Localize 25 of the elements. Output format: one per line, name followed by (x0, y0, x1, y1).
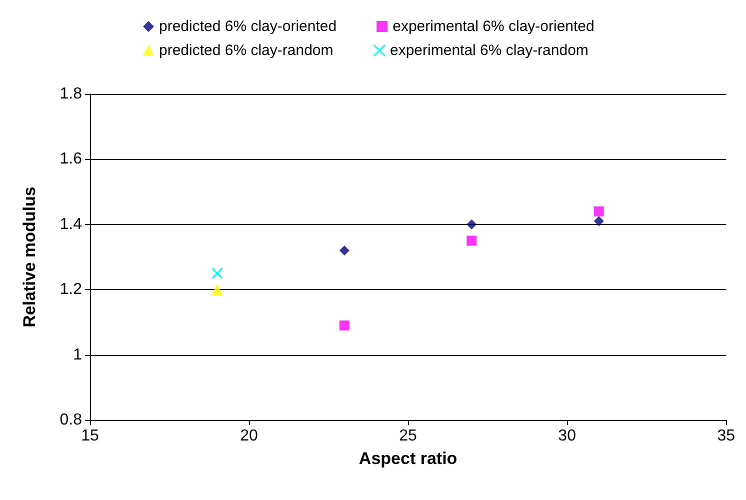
legend-label: predicted 6% clay-oriented (159, 18, 337, 35)
y-tick-label: 1.2 (60, 281, 82, 298)
x-tick-label: 20 (240, 428, 258, 444)
y-tick-label: 1.4 (60, 216, 82, 233)
y-tick-label: 1.8 (60, 86, 82, 102)
x-tick-label: 30 (558, 428, 576, 444)
legend-label: predicted 6% clay-random (159, 42, 334, 59)
y-tick-label: 0.8 (60, 412, 82, 428)
point (339, 245, 350, 256)
point (211, 268, 223, 280)
y-axis-title: Relative modulus (20, 186, 39, 328)
x-tick-label: 35 (717, 428, 736, 444)
legend-label: experimental 6% clay-oriented (392, 18, 594, 35)
point (211, 284, 224, 296)
x-axis-title: Aspect ratio (358, 449, 458, 468)
point (594, 216, 604, 226)
y-tick-label: 1 (73, 346, 82, 364)
legend-label: experimental 6% clay-random (390, 42, 588, 59)
point (594, 206, 604, 216)
x-tick-label: 15 (81, 428, 99, 444)
y-tick-label: 1.6 (60, 150, 82, 168)
point (466, 219, 477, 230)
point (466, 236, 477, 246)
x-tick-label: 25 (399, 428, 418, 444)
point (339, 320, 350, 330)
